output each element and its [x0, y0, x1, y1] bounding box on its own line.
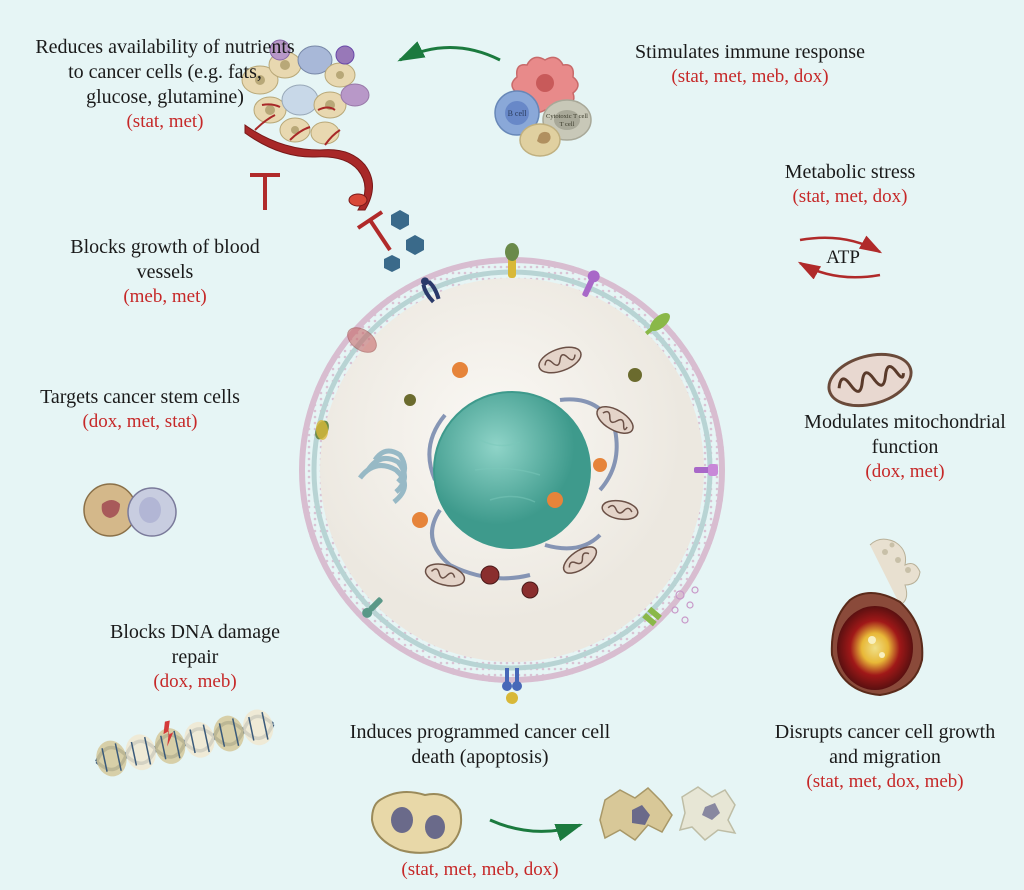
immune-arrow [400, 48, 500, 61]
central-cell [299, 243, 725, 704]
bcell-label: B cell [508, 109, 528, 118]
nutrients-label: Reduces availability of nutrients to can… [35, 35, 295, 134]
stem-label: Targets cancer stem cells (dox, met, sta… [40, 385, 240, 434]
immune-cells-icon: B cell Cytotoxic T cell T cell [495, 57, 591, 156]
apoptosis-icon [372, 787, 735, 853]
immune-label: Stimulates immune response (stat, met, m… [620, 40, 880, 89]
atp-label: ATP [818, 246, 868, 270]
migration-label: Disrupts cancer cell growth and migratio… [760, 720, 1010, 794]
vessels-label: Blocks growth of blood vessels (meb, met… [60, 235, 270, 309]
dna-icon [92, 700, 277, 779]
apoptosis-label: Induces programmed cancer cell death (ap… [340, 720, 620, 770]
apoptosis-drugs: (stat, met, meb, dox) [355, 858, 605, 882]
diagram-canvas: B cell Cytotoxic T cell T cell [0, 0, 1024, 890]
dna-label: Blocks DNA damage repair (dox, meb) [95, 620, 295, 694]
svg-text:T cell: T cell [560, 121, 575, 128]
metabolic-label: Metabolic stress (stat, met, dox) [740, 160, 960, 209]
mito-label: Modulates mitochondrial function (dox, m… [790, 410, 1020, 484]
mitochondrion-icon [823, 346, 917, 414]
stem-cells-icon [84, 484, 176, 536]
migration-cell-icon [832, 539, 923, 695]
hexagon-drugs [384, 210, 424, 272]
tcell-label: Cytotoxic T cell [546, 113, 588, 120]
